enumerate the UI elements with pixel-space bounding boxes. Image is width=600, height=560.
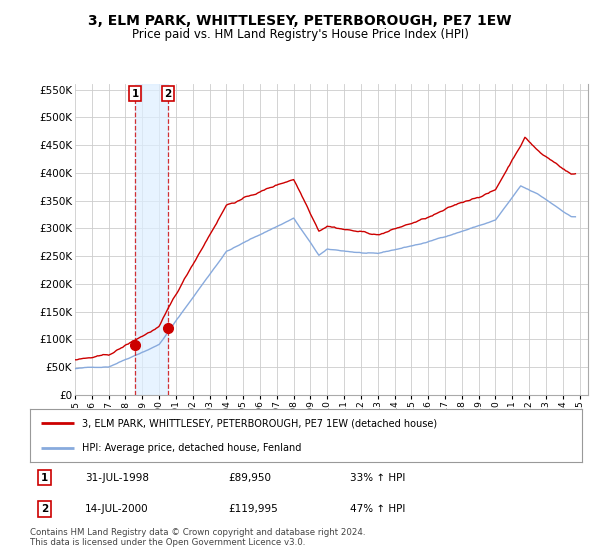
Text: £119,995: £119,995 — [229, 504, 278, 514]
Text: 33% ↑ HPI: 33% ↑ HPI — [350, 473, 406, 483]
Text: 2: 2 — [41, 504, 48, 514]
Text: £89,950: £89,950 — [229, 473, 272, 483]
Text: Price paid vs. HM Land Registry's House Price Index (HPI): Price paid vs. HM Land Registry's House … — [131, 28, 469, 41]
Text: 1: 1 — [131, 88, 139, 99]
Text: 3, ELM PARK, WHITTLESEY, PETERBOROUGH, PE7 1EW (detached house): 3, ELM PARK, WHITTLESEY, PETERBOROUGH, P… — [82, 418, 437, 428]
Text: 2: 2 — [164, 88, 172, 99]
Text: 31-JUL-1998: 31-JUL-1998 — [85, 473, 149, 483]
Text: 14-JUL-2000: 14-JUL-2000 — [85, 504, 149, 514]
Text: 1: 1 — [41, 473, 48, 483]
Text: 47% ↑ HPI: 47% ↑ HPI — [350, 504, 406, 514]
Bar — [135, 84, 168, 395]
Text: Contains HM Land Registry data © Crown copyright and database right 2024.
This d: Contains HM Land Registry data © Crown c… — [30, 528, 365, 547]
Text: 3, ELM PARK, WHITTLESEY, PETERBOROUGH, PE7 1EW: 3, ELM PARK, WHITTLESEY, PETERBOROUGH, P… — [88, 14, 512, 28]
Text: HPI: Average price, detached house, Fenland: HPI: Average price, detached house, Fenl… — [82, 442, 302, 452]
